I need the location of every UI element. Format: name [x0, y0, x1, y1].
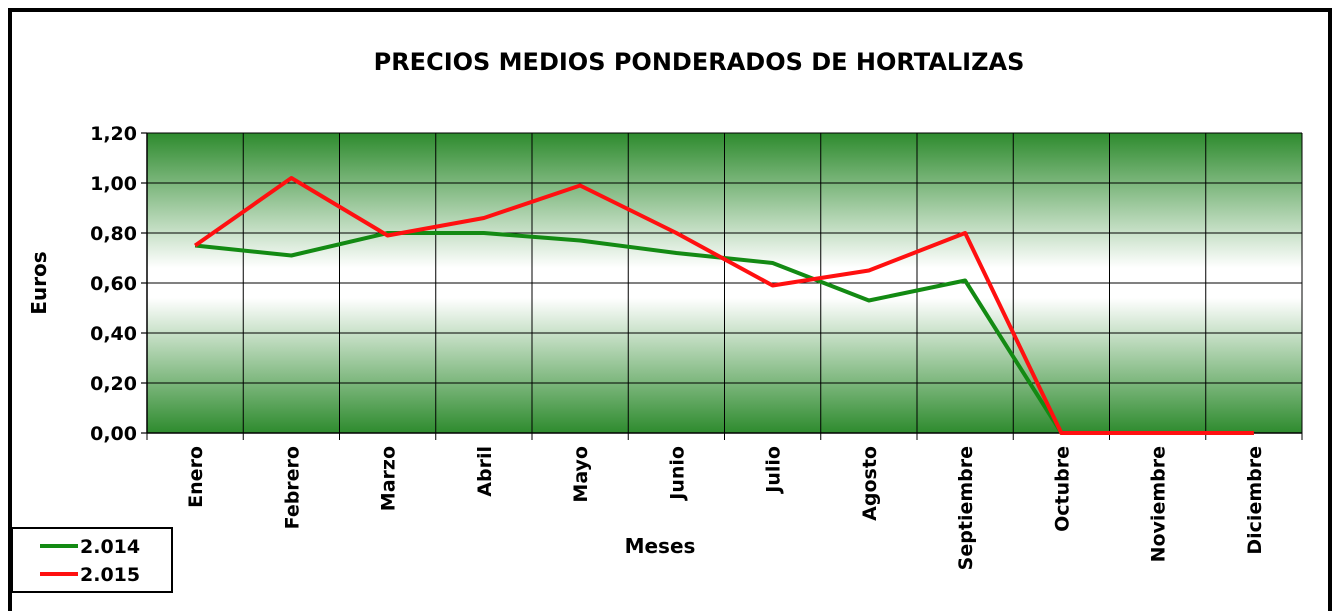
x-tick-label: Junio [666, 446, 688, 502]
x-tick-label: Julio [763, 446, 785, 495]
y-tick-label: 0,80 [90, 223, 137, 245]
y-tick-label: 0,60 [90, 273, 137, 295]
x-tick-label: Septiembre [955, 446, 977, 570]
chart-border [8, 8, 1332, 615]
x-axis-label: Meses [625, 534, 696, 558]
x-tick-label: Enero [185, 446, 207, 508]
x-tick-label: Mayo [570, 446, 592, 503]
y-tick-label: 0,40 [90, 323, 137, 345]
x-tick-label: Octubre [1051, 446, 1073, 532]
legend [11, 527, 173, 593]
x-tick-label: Abril [474, 446, 496, 497]
y-tick-label: 0,00 [90, 423, 137, 445]
x-tick-label: Diciembre [1244, 446, 1266, 555]
y-axis-label: Euros [27, 251, 51, 314]
x-tick-label: Agosto [859, 446, 881, 521]
y-tick-label: 0,20 [90, 373, 137, 395]
x-tick-label: Febrero [281, 446, 303, 529]
y-tick-label: 1,20 [90, 123, 137, 145]
x-tick-label: Marzo [378, 446, 400, 511]
chart-title: PRECIOS MEDIOS PONDERADOS DE HORTALIZAS [374, 48, 1025, 76]
series-line [193, 176, 1254, 435]
x-tick-label: Noviembre [1148, 446, 1170, 562]
legend-label: 2.014 [80, 536, 140, 558]
y-tick-label: 1,00 [90, 173, 137, 195]
legend-label: 2.015 [80, 564, 140, 586]
